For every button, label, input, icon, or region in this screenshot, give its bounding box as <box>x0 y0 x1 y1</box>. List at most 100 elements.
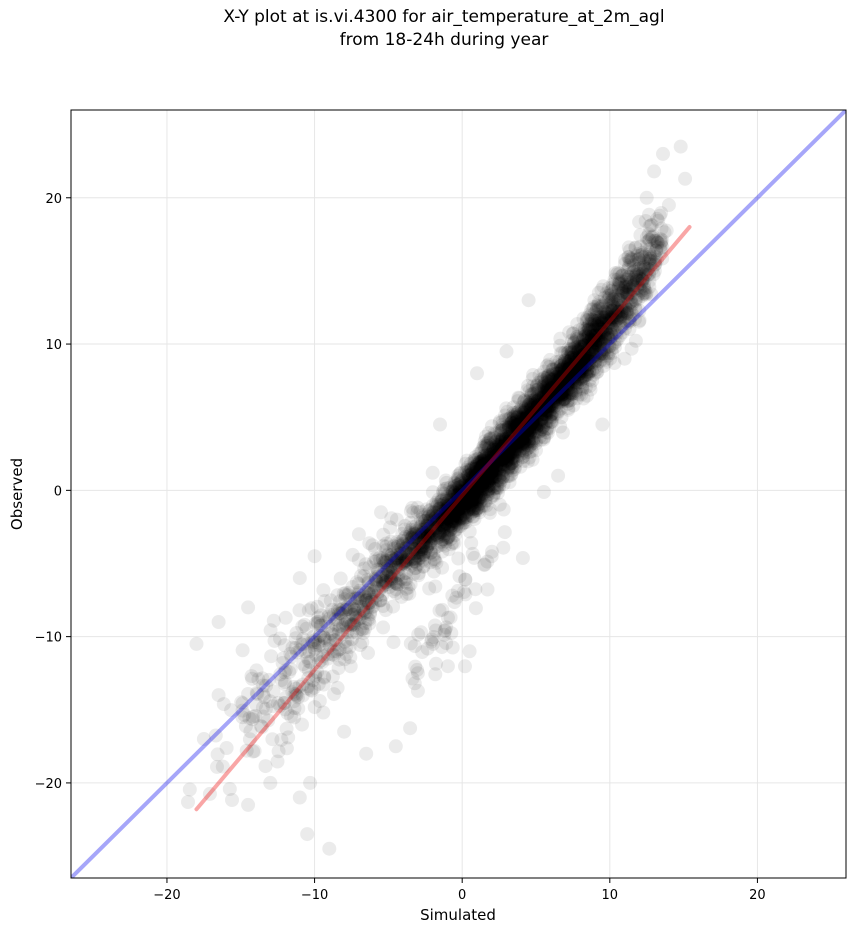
scatter-point <box>533 393 548 408</box>
scatter-point <box>541 385 556 400</box>
scatter-point <box>499 443 514 458</box>
scatter-point <box>483 471 498 486</box>
scatter-point <box>505 415 520 430</box>
scatter-point <box>480 469 495 484</box>
scatter-point <box>439 515 454 530</box>
scatter-point <box>467 492 482 507</box>
scatter-point <box>477 448 492 463</box>
scatter-point <box>403 636 418 651</box>
scatter-point <box>488 442 503 457</box>
scatter-point <box>452 480 467 495</box>
scatter-point <box>508 448 523 462</box>
scatter-point <box>582 365 597 380</box>
scatter-point <box>499 449 513 463</box>
scatter-point <box>539 422 554 437</box>
scatter-point <box>447 492 462 507</box>
scatter-point <box>465 490 480 505</box>
scatter-point <box>482 469 497 484</box>
scatter-point <box>322 841 337 856</box>
scatter-point <box>470 472 485 487</box>
scatter-point <box>485 464 500 479</box>
scatter-point <box>445 501 460 516</box>
scatter-point <box>500 421 515 436</box>
scatter-point <box>510 407 525 422</box>
scatter-point <box>493 452 508 466</box>
scatter-point <box>510 442 525 457</box>
x-tick-label: 10 <box>602 888 619 903</box>
scatter-point <box>468 461 483 476</box>
scatter-point <box>465 475 480 490</box>
scatter-point <box>452 498 467 513</box>
scatter-point <box>524 444 539 458</box>
scatter-point <box>557 391 572 406</box>
scatter-point <box>488 462 503 477</box>
scatter-point <box>505 445 520 460</box>
scatter-point <box>515 450 530 465</box>
scatter-point <box>510 410 525 425</box>
scatter-point <box>466 492 481 507</box>
scatter-point <box>474 473 488 488</box>
scatter-point <box>412 550 426 565</box>
scatter-point <box>443 497 458 512</box>
scatter-point <box>560 379 574 394</box>
scatter-point <box>460 478 475 493</box>
scatter-point <box>578 380 593 395</box>
scatter-point <box>534 390 549 405</box>
scatter-point <box>511 390 526 405</box>
scatter-point <box>416 559 431 574</box>
scatter-point <box>182 782 197 797</box>
scatter-point <box>547 372 562 387</box>
scatter-point <box>241 600 256 615</box>
scatter-point <box>513 433 528 448</box>
scatter-point <box>521 397 536 412</box>
scatter-point <box>506 413 521 427</box>
scatter-point <box>500 450 514 465</box>
scatter-point <box>519 419 534 434</box>
scatter-point <box>497 457 512 471</box>
scatter-point <box>438 517 453 532</box>
scatter-point <box>609 317 623 332</box>
scatter-point <box>446 503 461 518</box>
y-tick-label: −20 <box>35 777 62 792</box>
scatter-point <box>564 360 579 374</box>
scatter-point <box>535 400 550 415</box>
scatter-point <box>529 421 544 436</box>
scatter-point <box>538 406 553 421</box>
scatter-point <box>491 440 506 455</box>
scatter-point <box>534 418 549 433</box>
scatter-point <box>517 401 532 416</box>
scatter-point <box>481 460 496 475</box>
scatter-point <box>489 457 504 472</box>
scatter-point <box>523 411 538 426</box>
scatter-point <box>451 468 466 483</box>
scatter-point <box>560 396 575 411</box>
scatter-point <box>628 333 643 348</box>
scatter-point <box>504 467 519 482</box>
scatter-point <box>459 493 473 508</box>
scatter-point <box>524 400 538 415</box>
scatter-point <box>498 412 513 427</box>
scatter-point <box>557 392 572 407</box>
scatter-point <box>436 529 451 544</box>
scatter-point <box>535 422 550 437</box>
scatter-point <box>464 487 479 502</box>
scatter-point <box>478 429 493 444</box>
scatter-point <box>416 534 431 549</box>
scatter-point <box>500 453 515 468</box>
scatter-point <box>520 412 535 427</box>
scatter-point <box>486 442 501 457</box>
scatter-point <box>466 469 481 484</box>
scatter-point <box>465 465 480 480</box>
scatter-point <box>489 463 504 478</box>
scatter-point <box>467 478 482 493</box>
scatter-point <box>546 394 561 409</box>
scatter-point <box>486 456 501 471</box>
scatter-point <box>450 508 465 523</box>
scatter-point <box>469 470 484 485</box>
scatter-point <box>457 501 472 515</box>
scatter-point <box>520 408 535 423</box>
scatter-point <box>543 395 558 410</box>
scatter-point <box>452 569 467 584</box>
scatter-point <box>478 452 493 466</box>
scatter-point <box>562 367 577 382</box>
